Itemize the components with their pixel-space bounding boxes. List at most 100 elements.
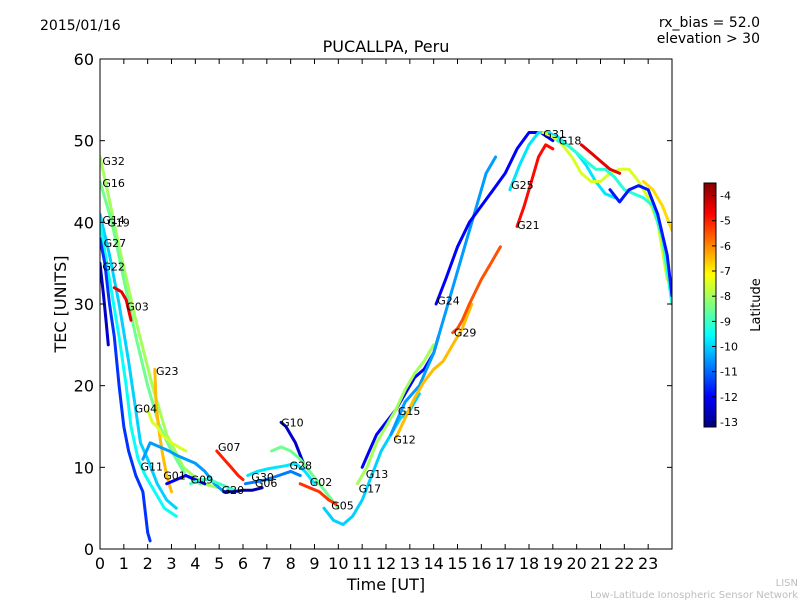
colorbar-tick-label: -5 <box>720 215 731 228</box>
x-tick-label: 12 <box>376 554 396 573</box>
series-g25 <box>508 131 617 200</box>
x-tick-label: 15 <box>447 554 467 573</box>
sat-label-g27: G27 <box>104 237 127 250</box>
colorbar-tick-label: -12 <box>720 391 738 404</box>
chart-title: PUCALLPA, Peru <box>323 37 450 56</box>
sat-label-g07: G07 <box>218 441 241 454</box>
colorbar-tick-label: -8 <box>720 290 731 303</box>
sat-label-g12: G12 <box>393 434 416 447</box>
sat-label-g03: G03 <box>126 300 149 313</box>
series-g03 <box>112 286 133 322</box>
series-g09 <box>189 478 240 494</box>
series-g23 <box>153 367 173 494</box>
sat-label-g23: G23 <box>156 365 179 378</box>
series-g04 <box>146 408 188 453</box>
series-g15 <box>389 155 498 437</box>
series-g05 <box>322 392 421 526</box>
sat-label-g24: G24 <box>437 295 460 308</box>
series-g21 <box>515 143 555 228</box>
sat-label-g01: G01 <box>163 470 186 483</box>
sat-label-g25: G25 <box>511 179 534 192</box>
series-g18 <box>556 139 672 306</box>
x-tick-label: 14 <box>423 554 443 573</box>
sat-label-g11: G11 <box>141 461 164 474</box>
series-g06 <box>243 469 302 486</box>
series-g16 <box>100 180 202 486</box>
x-tick-label: 21 <box>590 554 610 573</box>
sat-label-g30: G30 <box>251 471 274 484</box>
sat-label-g16: G16 <box>102 177 125 190</box>
x-tick-label: 16 <box>471 554 491 573</box>
sat-label-g29: G29 <box>454 327 477 340</box>
sat-label-g31: G31 <box>543 128 566 141</box>
x-tick-label: 1 <box>119 554 129 573</box>
sat-label-g14: G14 <box>102 214 125 227</box>
x-tick-label: 13 <box>400 554 420 573</box>
series-g14 <box>100 212 178 510</box>
x-tick-label: 10 <box>328 554 348 573</box>
x-tick-label: 19 <box>543 554 563 573</box>
series-g30 <box>246 461 316 486</box>
x-tick-label: 23 <box>638 554 658 573</box>
series-g20 <box>222 486 264 494</box>
colorbar-tick-label: -4 <box>720 190 731 203</box>
sat-label-g20: G20 <box>222 484 245 497</box>
series-g24 <box>434 131 555 306</box>
x-tick-label: 4 <box>190 554 200 573</box>
sat-label-g21: G21 <box>517 219 540 232</box>
sat-label-g32: G32 <box>102 155 125 168</box>
date-label: 2015/01/16 <box>40 18 121 34</box>
sat-label-g06: G06 <box>255 477 278 490</box>
colorbar-tick-label: -6 <box>720 240 731 253</box>
footer-lisn: LISN <box>776 578 798 589</box>
x-tick-label: 11 <box>352 554 372 573</box>
y-tick-label: 60 <box>74 50 94 69</box>
y-tick-label: 40 <box>74 213 94 232</box>
y-tick-label: 10 <box>74 458 94 477</box>
footer-network: Low-Latitude Ionospheric Sensor Network <box>590 590 798 600</box>
y-tick-label: 0 <box>84 540 94 559</box>
sat-label-g22: G22 <box>102 260 125 273</box>
x-tick-label: 0 <box>95 554 105 573</box>
sat-label-g17: G17 <box>359 483 382 496</box>
y-tick-label: 50 <box>74 132 94 151</box>
plot-area <box>100 59 672 549</box>
x-tick-label: 20 <box>566 554 586 573</box>
sat-label-g02: G02 <box>310 476 333 489</box>
sat-label-g28: G28 <box>290 460 313 473</box>
x-tick-label: 9 <box>309 554 319 573</box>
series-g29 <box>451 245 502 335</box>
x-tick-label: 8 <box>286 554 296 573</box>
sat-label-g19: G19 <box>107 216 130 229</box>
x-tick-label: 17 <box>495 554 515 573</box>
colorbar-ticks: -4 -5 -6 -7 -8 -9 -10 -11 -12 -13 <box>712 190 738 429</box>
series-g12 <box>394 302 474 441</box>
series-g07 <box>215 449 245 482</box>
x-tick-label: 2 <box>143 554 153 573</box>
sat-label-g04: G04 <box>135 403 158 416</box>
sat-label-g18: G18 <box>559 135 582 148</box>
series-layer <box>100 131 672 543</box>
colorbar-tick-label: -9 <box>720 315 731 328</box>
colorbar-label: Latitude <box>749 278 764 332</box>
sat-label-g10: G10 <box>281 416 304 429</box>
x-tick-label: 5 <box>214 554 224 573</box>
series-g33 <box>641 180 672 232</box>
series-g31 <box>541 131 669 281</box>
series-g22 <box>100 261 110 347</box>
x-axis-label: Time [UT] <box>346 575 425 594</box>
series-g19 <box>100 220 178 518</box>
sat-label-g15: G15 <box>398 405 421 418</box>
y-axis-label: TEC [UNITS] <box>51 256 70 354</box>
x-tick-label: 18 <box>519 554 539 573</box>
x-tick-label: 22 <box>614 554 634 573</box>
y-tick-label: 20 <box>74 377 94 396</box>
series-g32 <box>100 155 221 490</box>
x-tick-label: 6 <box>238 554 248 573</box>
sat-label-g09: G09 <box>191 474 214 487</box>
colorbar-tick-label: -10 <box>720 341 738 354</box>
x-axis-ticks: 0 1 2 3 4 5 6 7 8 9 10 11 12 13 14 15 16 17 18 19 20 21 22 23 <box>95 59 658 573</box>
series-g02 <box>298 482 338 506</box>
series-g17 <box>355 343 436 486</box>
